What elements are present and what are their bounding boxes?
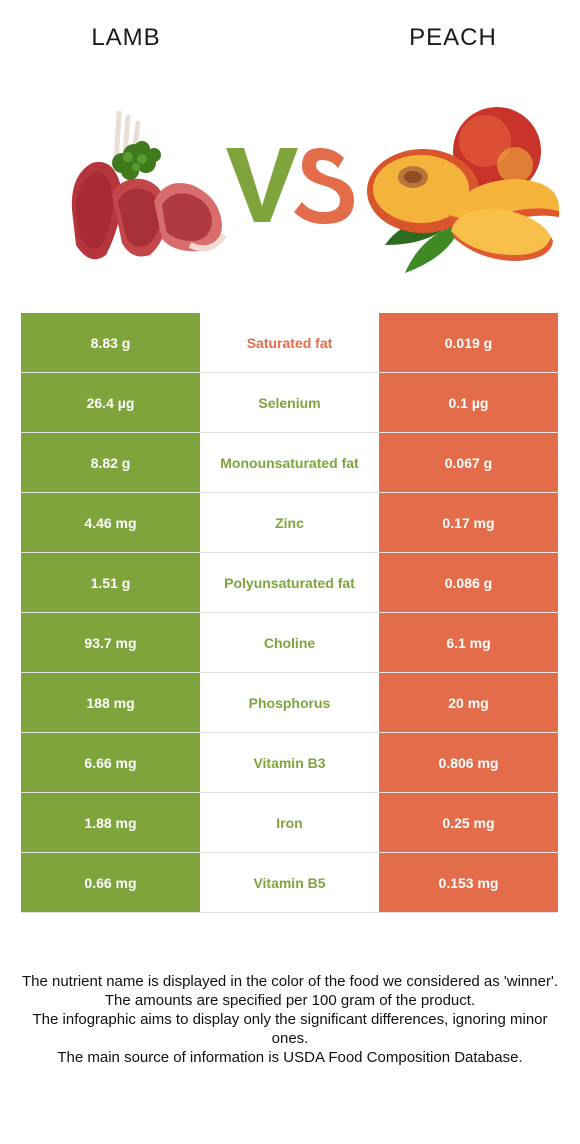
nutrient-name: Choline: [200, 612, 379, 673]
footer-line: The amounts are specified per 100 gram o…: [104, 992, 476, 1009]
lamb-value: 4.46 mg: [21, 492, 200, 553]
peach-value: 0.806 mg: [379, 732, 558, 793]
table-row: 1.51 g Polyunsaturated fat 0.086 g: [21, 552, 558, 613]
peach-image: [367, 107, 560, 273]
peach-value: 0.1 µg: [379, 372, 558, 433]
peach-value: 20 mg: [379, 672, 558, 733]
nutrient-name: Vitamin B3: [200, 732, 379, 793]
lamb-value: 188 mg: [21, 672, 200, 733]
nutrient-name: Vitamin B5: [200, 852, 379, 913]
lamb-value: 8.83 g: [21, 313, 200, 373]
lamb-value: 6.66 mg: [21, 732, 200, 793]
lamb-value: 93.7 mg: [21, 612, 200, 673]
table-row: 1.88 mg Iron 0.25 mg: [21, 792, 558, 853]
vs-logo: [226, 148, 354, 224]
nutrient-name: Monounsaturated fat: [200, 432, 379, 493]
table-row: 93.7 mg Choline 6.1 mg: [21, 612, 558, 673]
footer-line: The main source of information is USDA F…: [57, 1049, 523, 1066]
peach-value: 0.153 mg: [379, 852, 558, 913]
nutrient-name: Polyunsaturated fat: [200, 552, 379, 613]
table-row: 0.66 mg Vitamin B5 0.153 mg: [21, 852, 558, 913]
nutrient-name: Phosphorus: [200, 672, 379, 733]
comparison-table: 8.83 g Saturated fat 0.019 g 26.4 µg Seleniu…: [21, 313, 558, 913]
table-row: 6.66 mg Vitamin B3 0.806 mg: [21, 732, 558, 793]
peach-value: 0.067 g: [379, 432, 558, 493]
table-row: 188 mg Phosphorus 20 mg: [21, 672, 558, 733]
lamb-value: 8.82 g: [21, 432, 200, 493]
nutrient-name: Saturated fat: [200, 313, 379, 373]
right-food-title: PEACH: [409, 24, 497, 51]
footer-line: The infographic aims to display only the…: [32, 1011, 548, 1047]
footer-line: The nutrient name is displayed in the co…: [21, 973, 559, 990]
footer-notes: The nutrient name is displayed in the co…: [15, 972, 565, 1067]
table-row: 8.83 g Saturated fat 0.019 g: [21, 313, 558, 373]
nutrient-name: Zinc: [200, 492, 379, 553]
peach-value: 0.25 mg: [379, 792, 558, 853]
nutrient-name: Selenium: [200, 372, 379, 433]
lamb-image: [71, 110, 227, 260]
lamb-value: 1.88 mg: [21, 792, 200, 853]
peach-value: 0.17 mg: [379, 492, 558, 553]
lamb-value: 26.4 µg: [21, 372, 200, 433]
table-row: 4.46 mg Zinc 0.17 mg: [21, 492, 558, 553]
peach-value: 6.1 mg: [379, 612, 558, 673]
nutrient-name: Iron: [200, 792, 379, 853]
table-row: 26.4 µg Selenium 0.1 µg: [21, 372, 558, 433]
peach-value: 0.019 g: [379, 313, 558, 373]
left-food-title: LAMB: [91, 24, 161, 51]
lamb-value: 0.66 mg: [21, 852, 200, 913]
peach-value: 0.086 g: [379, 552, 558, 613]
lamb-value: 1.51 g: [21, 552, 200, 613]
table-row: 8.82 g Monounsaturated fat 0.067 g: [21, 432, 558, 493]
